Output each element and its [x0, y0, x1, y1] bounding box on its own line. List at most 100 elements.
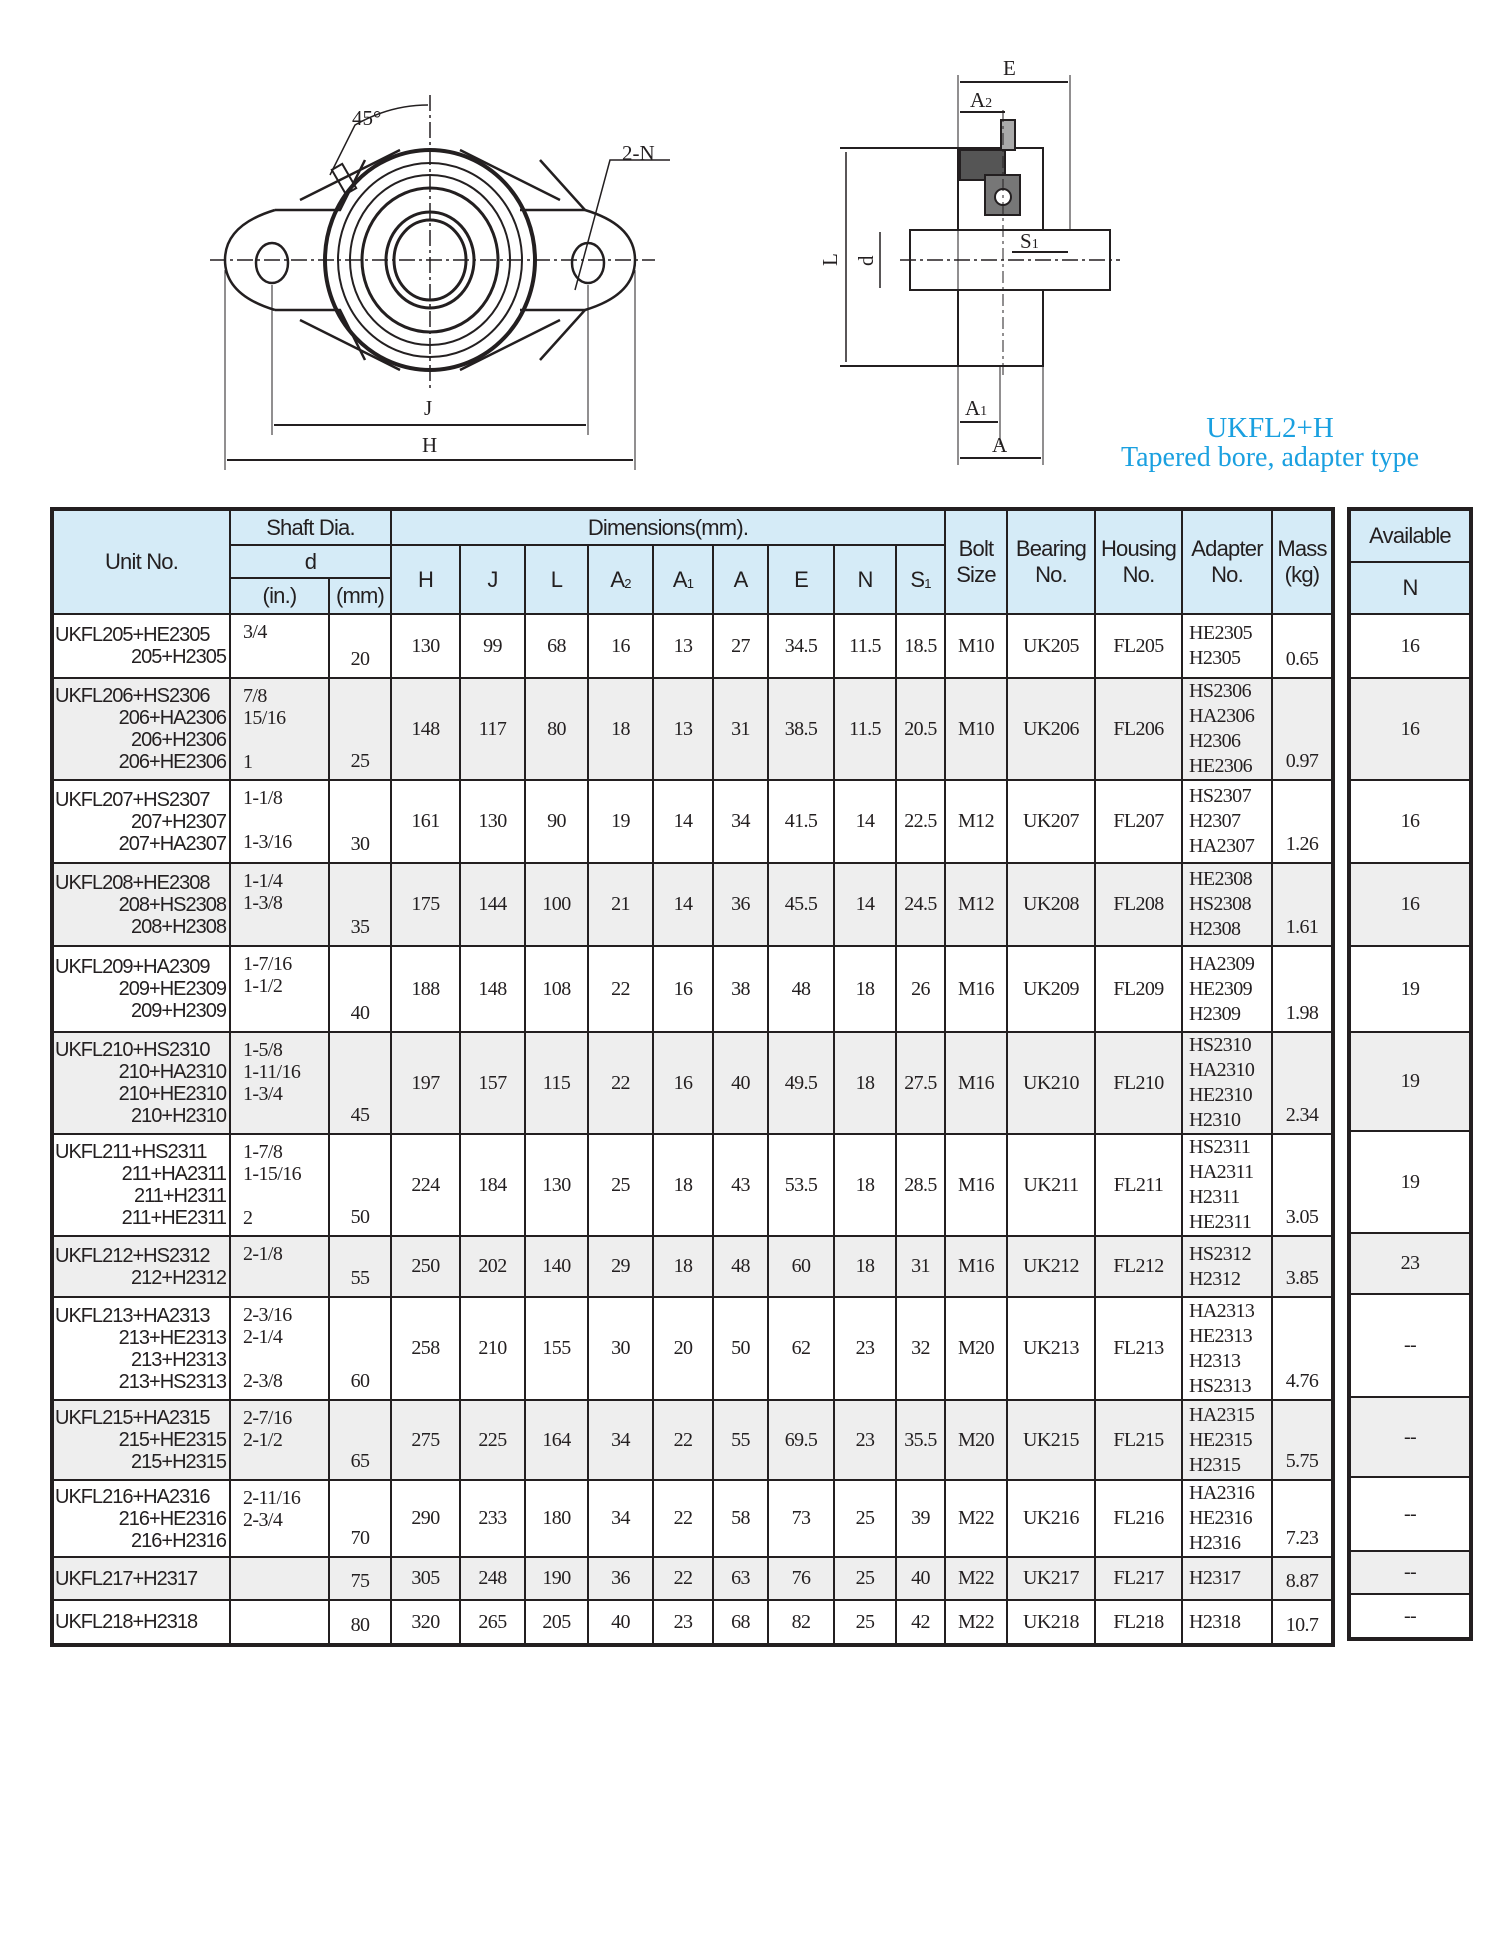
dim-e: 62 [767, 1296, 835, 1401]
available-n: -- [1348, 1476, 1472, 1552]
dim-a1: 18 [652, 1235, 714, 1298]
dim-a: 55 [712, 1399, 769, 1481]
label-d: d [854, 255, 878, 266]
shaft-inch: 1-11/16 [243, 1061, 301, 1083]
dim-a1: 22 [652, 1399, 714, 1481]
bearing-no: UK217 [1006, 1556, 1096, 1601]
inch-cell: 1-1/4 1-3/8 [229, 862, 330, 947]
dim-a2: 34 [587, 1399, 654, 1481]
dim-e: 41.5 [767, 779, 835, 864]
dim-e: 73 [767, 1479, 835, 1558]
inch-cell: 7/8 15/16 1 [229, 677, 330, 781]
bearing-no: UK208 [1006, 862, 1096, 947]
dim-j: 248 [459, 1556, 526, 1601]
dim-j: 225 [459, 1399, 526, 1481]
shaft-inch: 1-15/16 [243, 1163, 302, 1185]
dim-a: 36 [712, 862, 769, 947]
adapter-no: HE2309 [1189, 977, 1253, 1000]
unit-no-cell: UKFL216+HA2316 216+HE2316 216+H2316 [51, 1479, 231, 1558]
available-row: 23 [1348, 1232, 1472, 1295]
bolt-size: M22 [944, 1599, 1008, 1646]
unit-no-cell: UKFL206+HS2306 206+HA2306 206+H2306 206+HE2… [51, 677, 231, 781]
unit-no: 208+HS2308 [118, 893, 227, 916]
shaft-inch: 2-1/8 [243, 1243, 283, 1265]
label-L: L [818, 253, 842, 266]
unit-no: 210+H2310 [131, 1105, 227, 1127]
shaft-mm: 45 [328, 1031, 392, 1135]
inch-cell: 1-5/8 1-11/16 1-3/4 [229, 1031, 330, 1135]
label-A: A [992, 433, 1008, 457]
dim-h: 320 [390, 1599, 461, 1646]
unit-no-cell: UKFL211+HS2311 211+HA2311 211+H2311 211+HE2… [51, 1133, 231, 1237]
dim-n: 25 [833, 1479, 897, 1558]
dim-n: 11.5 [833, 613, 897, 679]
bolt-size: M12 [944, 779, 1008, 864]
adapter-no: H2308 [1189, 918, 1241, 940]
shaft-mm: 50 [328, 1133, 392, 1237]
dim-n: 23 [833, 1296, 897, 1401]
unit-no: UKFL207+HS2307 [55, 788, 210, 811]
dim-a2: 34 [587, 1479, 654, 1558]
header-mass: Mass (kg) [1271, 508, 1334, 615]
unit-no: 206+HA2306 [118, 707, 227, 729]
shaft-mm: 40 [328, 945, 392, 1033]
dim-a2: 36 [587, 1556, 654, 1601]
header-available: Available [1348, 508, 1472, 563]
housing-no: FL216 [1094, 1479, 1183, 1558]
dim-h: 161 [390, 779, 461, 864]
dim-h: 175 [390, 862, 461, 947]
header-dim-a2: A2 [587, 544, 654, 615]
dim-a1: 13 [652, 677, 714, 781]
dim-j: 184 [459, 1133, 526, 1237]
bearing-no: UK209 [1006, 945, 1096, 1033]
housing-no: FL207 [1094, 779, 1183, 864]
dim-n: 18 [833, 1133, 897, 1237]
available-n: 16 [1348, 613, 1472, 679]
adapter-no: HA2309 [1189, 952, 1255, 975]
adapter-cell: H2318 [1181, 1599, 1273, 1646]
adapter-no: H2309 [1189, 1002, 1241, 1025]
dim-s1: 22.5 [895, 779, 946, 864]
unit-no: 213+HS2313 [118, 1370, 227, 1393]
dim-a: 58 [712, 1479, 769, 1558]
housing-no: FL213 [1094, 1296, 1183, 1401]
unit-no: 207+H2307 [131, 810, 227, 833]
adapter-cell: HS2310 HA2310 HE2310 H2310 [1181, 1031, 1273, 1135]
adapter-no: HE2306 [1189, 755, 1253, 777]
available-row: 16 [1348, 613, 1472, 679]
header-bolt-size: Bolt Size [944, 508, 1008, 615]
header-dim-e: E [767, 544, 835, 615]
front-view-drawing [210, 95, 670, 470]
mass: 7.23 [1271, 1479, 1334, 1558]
shaft-inch: 1-7/16 [243, 953, 292, 975]
available-row: -- [1348, 1293, 1472, 1398]
unit-no: 211+HE2311 [121, 1207, 227, 1229]
mass: 4.76 [1271, 1296, 1334, 1401]
dim-s1: 18.5 [895, 613, 946, 679]
label-J: J [424, 396, 432, 420]
bolt-size: M22 [944, 1479, 1008, 1558]
adapter-cell: HA2313 HE2313 H2313 HS2313 [1181, 1296, 1273, 1401]
header-unit-no: Unit No. [51, 508, 231, 615]
bolt-size: M22 [944, 1556, 1008, 1601]
dim-a1: 22 [652, 1556, 714, 1601]
dim-a1: 16 [652, 1031, 714, 1135]
adapter-no: HE2310 [1189, 1084, 1253, 1106]
available-n: -- [1348, 1550, 1472, 1595]
unit-no: 216+HE2316 [118, 1507, 227, 1530]
bolt-size: M16 [944, 1235, 1008, 1298]
adapter-no: HS2306 [1189, 680, 1252, 702]
unit-no-cell: UKFL212+HS2312 212+H2312 [51, 1235, 231, 1298]
dim-h: 188 [390, 945, 461, 1033]
inch-cell: 1-1/8 1-3/16 [229, 779, 330, 864]
available-table: Available N 16 16 16 16 19 19 19 23 -- -- -- -- -- [1347, 507, 1473, 1641]
dim-l: 180 [524, 1479, 589, 1558]
dim-n: 18 [833, 1031, 897, 1135]
available-n: 16 [1348, 862, 1472, 947]
header-bearing-no: Bearing No. [1006, 508, 1096, 615]
shaft-inch: 1-3/4 [243, 1083, 283, 1105]
dim-h: 197 [390, 1031, 461, 1135]
unit-no-cell: UKFL218+H2318 [51, 1599, 231, 1646]
table-row: UKFL217+H2317 75 305 248 190 36 22 63 76 25 40 M22 U… [51, 1556, 1334, 1601]
inch-cell [229, 1556, 330, 1601]
